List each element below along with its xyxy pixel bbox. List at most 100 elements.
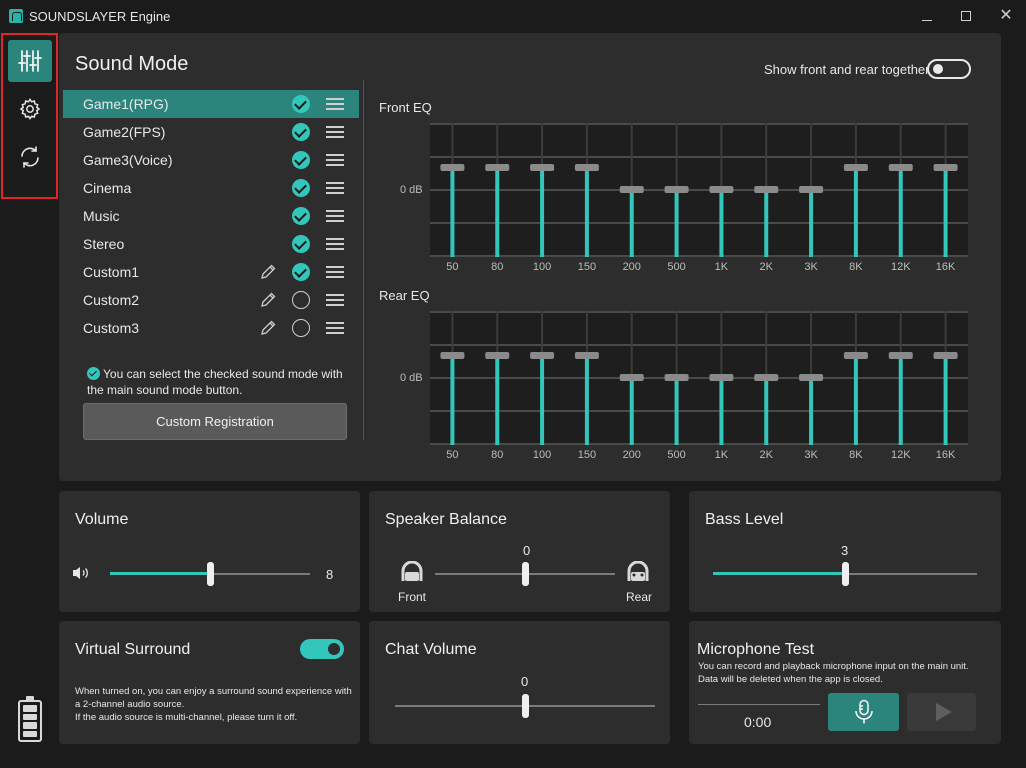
sound-mode-label: Game3(Voice): [83, 152, 173, 168]
drag-handle-icon[interactable]: [326, 266, 344, 278]
app-logo-icon: [9, 9, 23, 23]
check-icon[interactable]: [292, 263, 310, 281]
rear-eq-freq-label: 80: [491, 449, 504, 461]
drag-handle-icon[interactable]: [326, 182, 344, 194]
rear-eq-knob[interactable]: [440, 352, 465, 359]
mixer-icon: [18, 50, 42, 72]
rail-sync-button[interactable]: [8, 136, 52, 178]
rear-eq-knob[interactable]: [843, 352, 868, 359]
volume-slider-thumb[interactable]: [207, 562, 214, 586]
virtual-surround-panel: Virtual Surround When turned on, you can…: [59, 621, 360, 744]
maximize-button[interactable]: [951, 4, 981, 28]
rear-eq-freq-label: 12K: [890, 449, 911, 461]
rear-eq-knob[interactable]: [709, 374, 734, 381]
check-icon[interactable]: [292, 95, 310, 113]
front-eq-knob[interactable]: [843, 164, 868, 171]
title-bar: SOUNDSLAYER Engine ✕: [0, 0, 1026, 32]
front-eq-knob[interactable]: [933, 164, 958, 171]
sound-mode-item[interactable]: Game2(FPS): [63, 118, 359, 146]
sound-mode-hint: You can select the checked sound mode wi…: [87, 367, 343, 397]
front-eq-freq-label: 50: [446, 261, 459, 273]
front-eq-knob[interactable]: [485, 164, 510, 171]
rear-eq-knob[interactable]: [619, 374, 644, 381]
check-icon[interactable]: [292, 151, 310, 169]
front-eq-knob[interactable]: [888, 164, 913, 171]
rail-mixer-button[interactable]: [8, 40, 52, 82]
rear-eq-freq-label: 3K: [804, 449, 818, 461]
drag-handle-icon[interactable]: [326, 154, 344, 166]
sound-mode-item[interactable]: Custom3: [63, 314, 359, 342]
check-icon[interactable]: [292, 179, 310, 197]
sound-mode-item[interactable]: Music: [63, 202, 359, 230]
virtual-surround-toggle[interactable]: [300, 639, 344, 659]
front-eq-knob[interactable]: [440, 164, 465, 171]
check-icon[interactable]: [292, 123, 310, 141]
virtual-surround-title: Virtual Surround: [75, 641, 191, 658]
rear-eq-graph: [430, 311, 968, 445]
front-eq-bar: [943, 168, 948, 257]
chat-volume-slider-thumb[interactable]: [522, 694, 529, 718]
check-icon[interactable]: [292, 235, 310, 253]
pencil-icon[interactable]: [259, 263, 277, 281]
record-button[interactable]: [828, 693, 899, 731]
sound-mode-item[interactable]: Custom2: [63, 286, 359, 314]
drag-handle-icon[interactable]: [326, 322, 344, 334]
check-icon: [87, 367, 100, 380]
rear-eq-knob[interactable]: [754, 374, 779, 381]
chat-volume-value: 0: [521, 674, 529, 689]
front-eq-knob[interactable]: [799, 186, 824, 193]
rail-settings-button[interactable]: [8, 88, 52, 130]
custom-registration-button[interactable]: Custom Registration: [83, 403, 347, 440]
front-eq-knob[interactable]: [709, 186, 734, 193]
unchecked-circle-icon[interactable]: [292, 319, 310, 337]
rear-eq-freq-label: 200: [622, 449, 641, 461]
check-icon[interactable]: [292, 207, 310, 225]
show-together-toggle[interactable]: [927, 59, 971, 79]
mic-time: 0:00: [744, 714, 772, 730]
sync-icon: [21, 146, 39, 168]
sound-mode-item[interactable]: Cinema: [63, 174, 359, 202]
front-eq-freq-label: 1K: [714, 261, 729, 273]
drag-handle-icon[interactable]: [326, 210, 344, 222]
rear-eq-knob[interactable]: [485, 352, 510, 359]
speaker-balance-slider-thumb[interactable]: [522, 562, 529, 586]
front-eq-knob[interactable]: [664, 186, 689, 193]
rear-eq-knob[interactable]: [799, 374, 824, 381]
sound-mode-item[interactable]: Game1(RPG): [63, 90, 359, 118]
sound-mode-item[interactable]: Game3(Voice): [63, 146, 359, 174]
rear-eq-freq-label: 500: [667, 449, 686, 461]
drag-handle-icon[interactable]: [326, 238, 344, 250]
rear-eq-freq-label: 2K: [759, 449, 773, 461]
rear-eq-knob[interactable]: [574, 352, 599, 359]
drag-handle-icon[interactable]: [326, 294, 344, 306]
bass-level-value: 3: [841, 543, 849, 558]
front-eq-bar: [450, 168, 455, 257]
close-button[interactable]: ✕: [991, 4, 1021, 28]
drag-handle-icon[interactable]: [326, 98, 344, 110]
front-eq-knob[interactable]: [619, 186, 644, 193]
front-eq-freq-label: 100: [532, 261, 552, 273]
front-eq-knob[interactable]: [530, 164, 555, 171]
front-eq-bar: [898, 168, 903, 257]
front-eq-knob[interactable]: [574, 164, 599, 171]
rear-eq-svg: [430, 311, 968, 445]
speaker-balance-title: Speaker Balance: [385, 511, 507, 528]
play-button[interactable]: [907, 693, 976, 731]
rear-eq-knob[interactable]: [664, 374, 689, 381]
front-eq-knob[interactable]: [754, 186, 779, 193]
bass-level-slider-thumb[interactable]: [842, 562, 849, 586]
sound-mode-item[interactable]: Custom1: [63, 258, 359, 286]
rear-eq-bar: [809, 378, 814, 445]
front-speaker-icon: [401, 561, 423, 581]
sound-mode-item[interactable]: Stereo: [63, 230, 359, 258]
pencil-icon[interactable]: [259, 319, 277, 337]
sound-mode-label: Game2(FPS): [83, 124, 166, 140]
drag-handle-icon[interactable]: [326, 126, 344, 138]
minimize-button[interactable]: [912, 4, 942, 28]
rear-eq-knob[interactable]: [530, 352, 555, 359]
pencil-icon[interactable]: [259, 291, 277, 309]
rear-eq-knob[interactable]: [888, 352, 913, 359]
rear-eq-freq-label: 100: [532, 449, 552, 461]
rear-eq-knob[interactable]: [933, 352, 958, 359]
unchecked-circle-icon[interactable]: [292, 291, 310, 309]
